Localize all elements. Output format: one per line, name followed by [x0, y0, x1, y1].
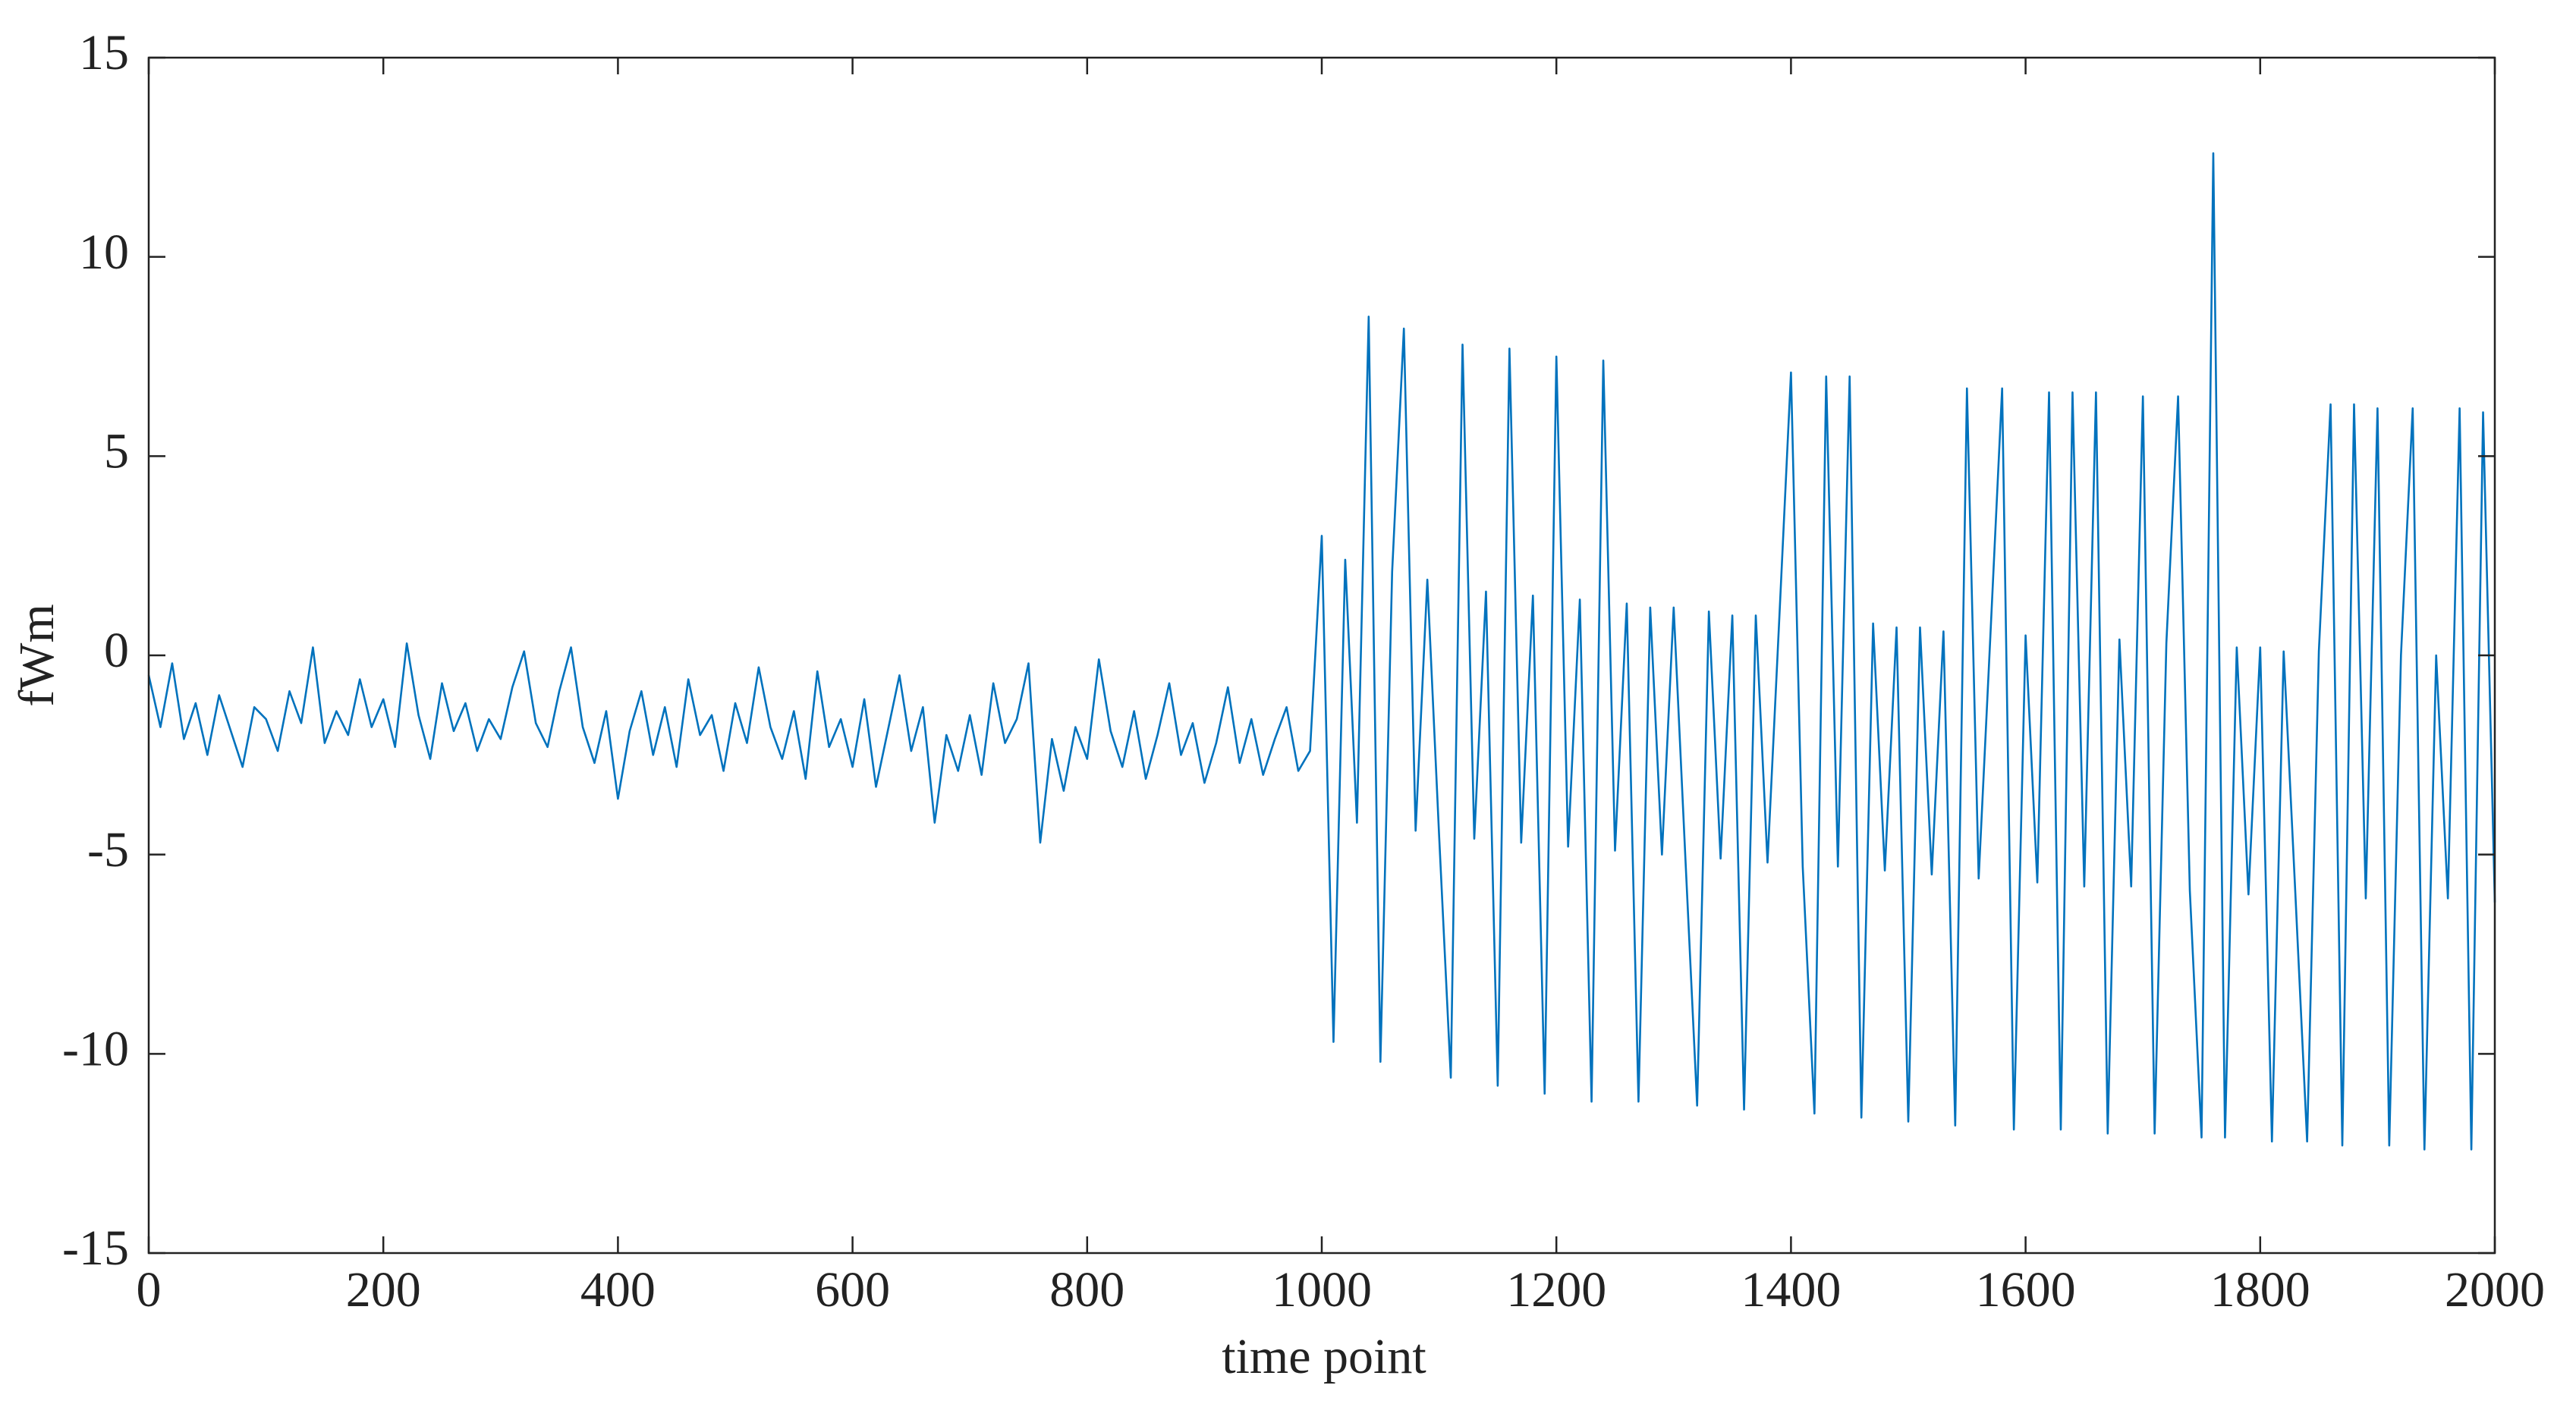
x-tick-label: 1600 — [1976, 1262, 2076, 1318]
x-tick-label: 2000 — [2445, 1262, 2545, 1318]
x-tick-label: 600 — [815, 1262, 890, 1318]
data-line — [147, 152, 2496, 1151]
x-tick-label: 400 — [580, 1262, 656, 1318]
y-tick-label: -5 — [87, 822, 129, 878]
plot-frame — [147, 56, 2496, 1255]
x-tick-label: 0 — [137, 1262, 162, 1318]
y-tick-label: -15 — [62, 1220, 129, 1276]
y-tick-label: 0 — [104, 623, 129, 678]
y-tick-label: 10 — [79, 225, 129, 280]
x-tick-label: 200 — [346, 1262, 421, 1318]
y-tick-label: 15 — [79, 25, 129, 80]
x-axis-label: time point — [1222, 1329, 1426, 1384]
x-tick-label: 1800 — [2210, 1262, 2310, 1318]
y-axis-label: fWm — [9, 604, 64, 707]
y-tick-label: -10 — [62, 1021, 129, 1076]
y-tick-label: 5 — [104, 423, 129, 479]
x-tick-label: 1400 — [1741, 1262, 1841, 1318]
x-tick-label: 1200 — [1506, 1262, 1606, 1318]
x-tick-label: 800 — [1049, 1262, 1124, 1318]
x-tick-label: 1000 — [1272, 1262, 1372, 1318]
